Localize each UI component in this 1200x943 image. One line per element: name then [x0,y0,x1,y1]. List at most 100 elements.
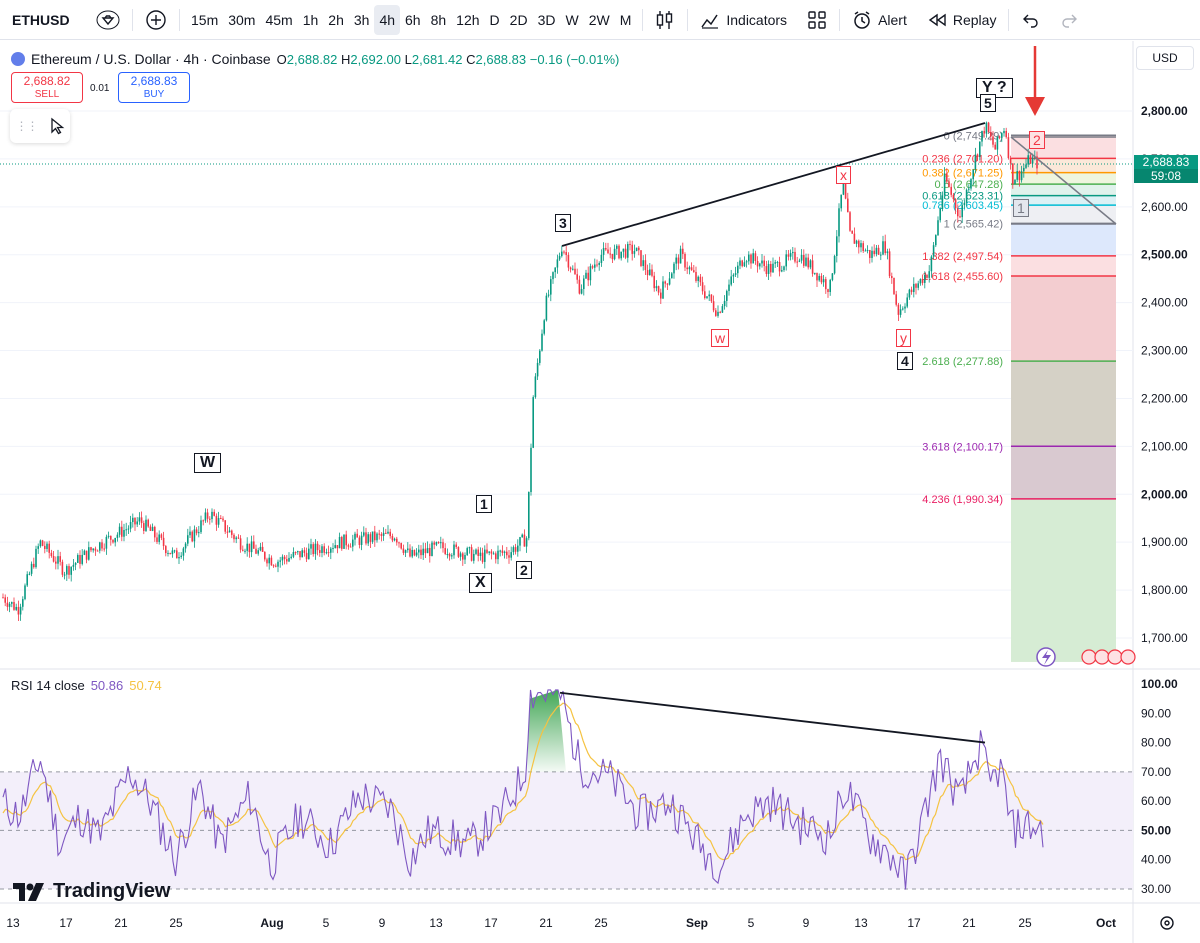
timeframe-D[interactable]: D [489,11,500,28]
wave-label-y[interactable]: y [896,329,911,347]
wave-label-x[interactable]: x [836,166,851,184]
layouts-icon[interactable] [801,5,833,35]
replay-button[interactable]: Replay [921,5,1003,35]
candle-body [22,599,24,607]
candle-body [943,173,946,196]
candle-body [110,535,112,540]
separator [839,8,841,31]
redo-icon[interactable] [1053,5,1085,35]
candles-icon[interactable] [649,5,681,35]
price-axis-label: 2,800.00 [1141,104,1188,118]
symbol-search[interactable]: ETHUSD [0,5,90,35]
time-axis-label: 25 [594,916,608,930]
timeframe-1h[interactable]: 1h [302,11,319,28]
candle-body [512,547,515,553]
candle-body [420,549,422,556]
candle-body [1012,163,1014,184]
candle-body [48,543,50,553]
price-axis-label: 1,800.00 [1141,583,1188,597]
timeframe-2D[interactable]: 2D [509,11,528,28]
timeframe-3D[interactable]: 3D [537,11,556,28]
timeframe-45m[interactable]: 45m [265,11,293,28]
time-axis-label: 25 [1018,916,1032,930]
candle-body [466,548,468,556]
candle-body [609,253,611,255]
timeframe-M[interactable]: M [619,11,632,28]
candle-body [444,548,446,555]
tradingview-logo[interactable]: TradingView [13,880,170,903]
candle-body [231,530,233,535]
sell-button[interactable]: 2,688.82 SELL [11,72,83,103]
candle-body [290,556,292,558]
timeframe-15m[interactable]: 15m [191,11,219,28]
timeframe-12h[interactable]: 12h [456,11,480,28]
candle-body [77,555,79,563]
rsi-value: 50.86 [90,678,124,693]
wave-label-1[interactable]: 1 [476,495,492,513]
separator [687,8,689,31]
wave-label-5[interactable]: 5 [980,94,996,112]
alert-button[interactable]: Alert [846,5,913,35]
candle-body [937,220,939,236]
candle-body [244,550,246,552]
candle-body [239,538,242,550]
diamond-icon[interactable] [90,5,126,35]
indicators-button[interactable]: Indicators [694,5,793,35]
candle-body [303,550,306,553]
wave-label-X[interactable]: X [469,573,492,593]
candle-body [831,273,834,280]
candle-body [336,545,339,549]
candle-body [921,278,924,283]
candle-body [96,550,99,552]
candle-body [484,549,486,562]
wave-label-sub-2[interactable]: 2 [1029,131,1045,149]
candle-body [1014,179,1016,184]
cursor-arrow-icon[interactable] [49,117,65,135]
timeframe-4h[interactable]: 4h [374,4,401,35]
wave-label-2[interactable]: 2 [516,561,532,579]
candle-body [294,552,297,554]
candle-body [352,539,354,547]
undo-icon[interactable] [1015,5,1047,35]
candle-body [224,520,226,532]
timeframe-8h[interactable]: 8h [430,11,447,28]
timeframe-3h[interactable]: 3h [353,11,370,28]
wave-label-w[interactable]: w [711,329,730,347]
candle-body [891,276,893,278]
timeframe-30m[interactable]: 30m [228,11,256,28]
timeframe-6h[interactable]: 6h [405,11,421,28]
candle-body [165,546,167,554]
candle-body [939,208,941,221]
drawing-toolbar[interactable]: ⋮⋮ [10,109,70,143]
timeframe-W[interactable]: W [565,11,579,28]
fib-zone [1011,172,1116,185]
candle-body [600,254,603,263]
buy-button[interactable]: 2,688.83 BUY [118,72,190,103]
candle-body [457,547,460,557]
candle-body [508,555,510,558]
currency-label: USD [1152,51,1178,65]
wave-label-4[interactable]: 4 [897,352,913,370]
wave-label-3[interactable]: 3 [555,214,571,232]
candle-body [191,531,193,542]
chart-canvas[interactable]: 0 (2,749.29) 0.236 (2,701.20) 0.382 (2,671… [0,41,1200,943]
timeframe-2h[interactable]: 2h [328,11,344,28]
wave-label-W[interactable]: W [194,453,222,473]
candle-body [39,540,42,547]
candle-body [147,519,149,527]
compare-add-icon[interactable] [139,5,173,35]
candle-body [952,194,955,200]
chart-area[interactable]: 0 (2,749.29) 0.236 (2,701.20) 0.382 (2,671… [0,41,1200,943]
currency-selector[interactable]: USD [1136,46,1194,70]
candle-body [195,529,198,534]
timeframe-2W[interactable]: 2W [588,11,610,28]
candle-body [81,554,83,564]
wave-label-sub-1[interactable]: 1 [1013,199,1029,217]
candle-body [803,254,805,266]
drag-handle-icon[interactable]: ⋮⋮ [15,119,39,133]
candle-body [90,547,92,551]
candle-body [818,275,820,281]
candle-body [266,559,268,564]
candle-body [972,169,974,180]
candle-body [543,320,545,334]
